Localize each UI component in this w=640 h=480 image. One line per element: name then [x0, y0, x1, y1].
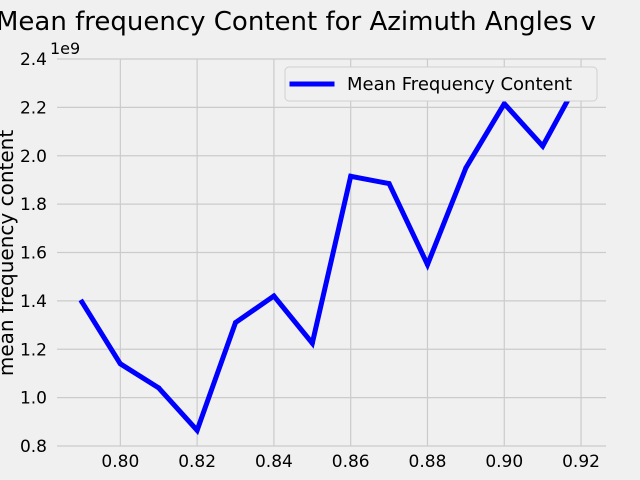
y-tick-label: 2.4	[20, 50, 47, 70]
x-tick-label: 0.80	[101, 452, 139, 472]
data-point	[540, 143, 546, 149]
y-tick-label: 1.6	[20, 244, 47, 264]
y-tick-label: 1.8	[20, 195, 47, 215]
y-tick-label: 2.2	[20, 98, 47, 118]
legend-box	[284, 66, 598, 102]
series-line	[78, 72, 585, 436]
y-tick-label: 1.2	[20, 340, 47, 360]
data-point	[348, 173, 354, 179]
chart-title: Mean frequency Content for Azimuth Angle…	[0, 7, 596, 37]
series-layer	[78, 72, 585, 436]
y-multiplier-label: 1e9	[50, 39, 80, 58]
grid	[57, 58, 606, 447]
x-tick-label: 0.92	[562, 452, 600, 472]
x-tick-label: 0.90	[485, 452, 523, 472]
y-tick-labels: 0.8 1.0 1.2 1.4 1.6 1.8 2.0 2.2 2.4	[20, 50, 47, 457]
y-tick-label: 1.4	[20, 292, 47, 312]
y-axis-label: mean frequency content	[0, 130, 18, 376]
x-tick-label: 0.82	[178, 452, 216, 472]
x-tick-label: 0.88	[409, 452, 447, 472]
data-point	[501, 101, 507, 107]
legend-label: Mean Frequency Content	[347, 74, 572, 95]
data-point	[386, 181, 392, 187]
y-tick-label: 0.8	[20, 437, 47, 457]
data-point	[79, 299, 85, 305]
data-point	[309, 340, 315, 346]
data-point	[463, 165, 469, 171]
data-point	[156, 385, 162, 391]
data-point	[424, 262, 430, 268]
y-multiplier-label-text: 1e9	[50, 39, 80, 58]
data-point	[233, 320, 239, 326]
data-point	[194, 427, 200, 433]
y-tick-label: 2.0	[20, 147, 47, 167]
x-tick-label: 0.86	[332, 452, 370, 472]
x-tick-label: 0.84	[255, 452, 293, 472]
y-tick-label: 1.0	[20, 389, 47, 409]
x-tick-labels: 0.80 0.82 0.84 0.86 0.88 0.90 0.92	[101, 452, 600, 472]
legend: Mean Frequency Content	[284, 66, 598, 102]
data-point	[271, 293, 277, 299]
data-point	[117, 361, 123, 367]
